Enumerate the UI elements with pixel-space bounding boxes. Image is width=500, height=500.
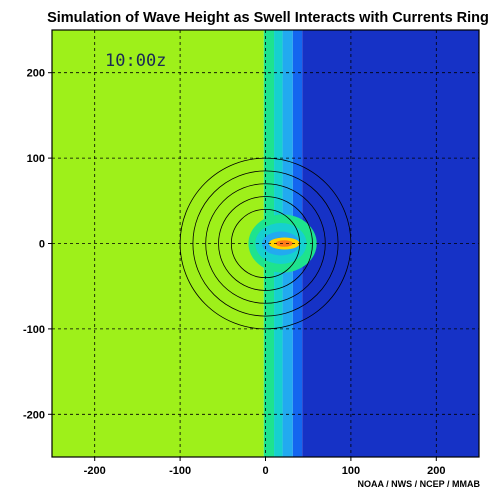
current-ring-contour-3 [205, 183, 326, 304]
wave-peak-inner [275, 240, 293, 247]
y-tick-label-100: 100 [27, 153, 45, 165]
credit-label: NOAA / NWS / NCEP / MMAB [357, 479, 480, 489]
axis-ticks: -200 -100 0 100 200 200 100 0 -100 -200 [23, 68, 446, 477]
grid-lines [52, 30, 479, 457]
x-tick-label--200: -200 [84, 465, 106, 477]
y-tick-label-0: 0 [39, 239, 45, 251]
y-tick-label--100: -100 [23, 324, 45, 336]
x-tick-label--100: -100 [169, 465, 191, 477]
chart-title: Simulation of Wave Height as Swell Inter… [47, 10, 489, 26]
plot-area [52, 30, 479, 457]
time-label: 10:00z [105, 51, 166, 71]
x-tick-label-200: 200 [427, 465, 445, 477]
y-tick-label--200: -200 [23, 409, 45, 421]
y-tick-label-200: 200 [27, 68, 45, 80]
x-tick-label-0: 0 [262, 465, 268, 477]
x-tick-label-100: 100 [342, 465, 360, 477]
